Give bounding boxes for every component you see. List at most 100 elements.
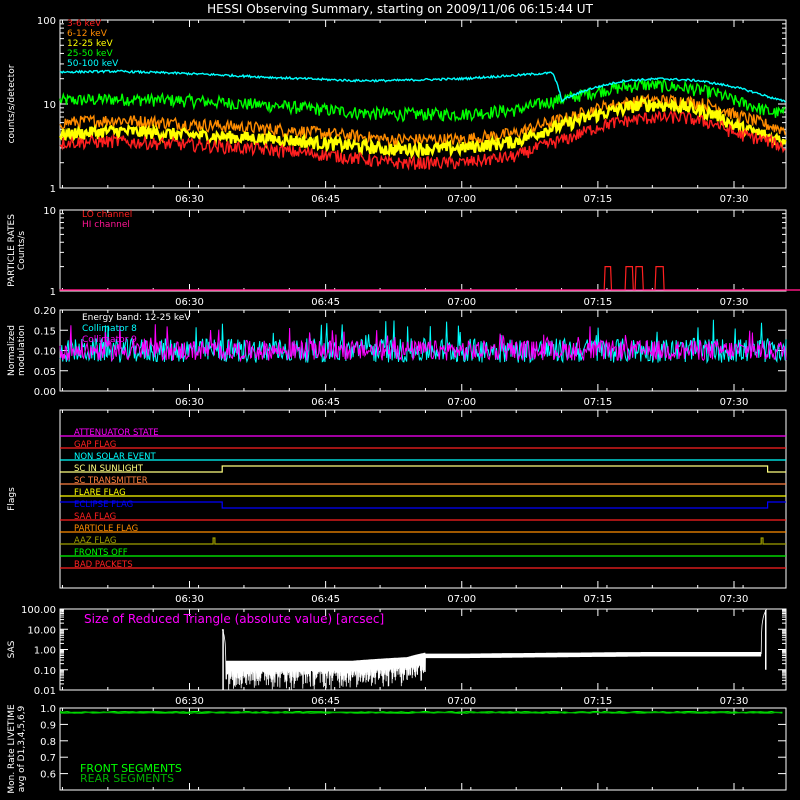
flag-label: FRONTS OFF [74,548,128,558]
x-tick-label: 06:45 [311,696,340,707]
sas-line [221,609,767,691]
y-tick-label: 0.6 [40,770,56,781]
y-tick-label: 1.0 [40,704,56,715]
legend-entry: 25-50 keV [67,49,113,59]
flag-label: FLARE FLAG [74,488,126,498]
y-tick-label: 0.15 [34,326,56,337]
y-tick-label: 0.01 [34,686,56,697]
y-axis-label: SAS [7,640,17,658]
x-tick-label: 07:15 [583,297,612,308]
x-tick-label: 06:45 [311,397,340,408]
y-tick-label: 1 [50,287,56,298]
x-tick-label: 07:15 [583,696,612,707]
y-axis-label: Normalized [7,325,17,376]
x-tick-label: 07:00 [447,594,476,605]
x-tick-label: 06:30 [175,696,204,707]
y-axis-label: Mon. Rate LIVETIME [7,704,17,794]
legend-entry: 50-100 keV [67,59,119,69]
panel-modulation: 06:30 06:45 07:00 07:15 07:30 0.00 0.05 0.10 0.1… [7,306,787,408]
series-line-rear-segments [59,711,783,715]
y-tick-label: 0.7 [40,753,56,764]
y-tick-label: 100 [37,16,56,27]
legend-entry: 12-25 keV [67,39,113,49]
y-tick-label: 1.00 [34,646,56,657]
y-axis-label: Flags [7,487,17,511]
legend-entry: 3-6 keV [67,19,102,29]
legend-entry: LO channel [82,210,132,220]
panel-frame [59,209,787,292]
x-tick-label: 06:30 [175,397,204,408]
y-tick-label: 10 [43,206,56,217]
x-tick-label: 07:15 [583,194,612,205]
x-tick-label: 07:00 [447,696,476,707]
legend-entry: HI channel [82,220,130,230]
y-tick-label: 10 [43,100,56,111]
flag-label: NON SOLAR EVENT [74,452,156,462]
flag-line [60,465,786,473]
x-tick-label: 07:30 [720,297,749,308]
flag-label: SC IN SUNLIGHT [74,464,144,474]
y-axis-label: counts/s/detector [7,64,17,143]
series-line-12-25-kev [58,94,787,160]
legend-entry: Collimator 9 [82,335,137,345]
y-axis-label: PARTICLE RATES [7,214,17,287]
flag-label: SAA FLAG [74,512,116,522]
flag-label: AAZ FLAG [74,536,116,546]
y-tick-label: 0.10 [34,666,56,677]
series-line-50-100-kev [59,69,786,103]
x-tick-label: 07:00 [447,194,476,205]
y-tick-label: 0.9 [40,720,56,731]
y-tick-label: 10.00 [27,625,56,636]
y-tick-label: 0.00 [34,387,56,398]
panel-sas: 06:30 06:45 07:00 07:15 07:30 0.01 0.10 1.00 10.… [7,605,787,707]
x-tick-label: 07:00 [447,397,476,408]
y-tick-label: 0.8 [40,737,56,748]
y-axis-label: avg of D1,3,4,5,6,9 [17,705,27,792]
panel-livetime: 0.6 0.7 0.8 0.9 1.0 Mon. Rate LIVETIME avg of … [7,704,787,794]
x-tick-label: 06:45 [311,194,340,205]
flag-label: PARTICLE FLAG [74,524,138,534]
y-axis-label: modulation [17,325,27,376]
flag-line [60,501,786,509]
legend-entry: Collimator 8 [82,324,137,334]
y-tick-label: 1 [50,184,56,195]
y-tick-label: 100.00 [21,605,56,616]
y-axis-label: Counts/s [17,231,27,270]
flag-label: GAP FLAG [74,440,116,450]
x-tick-label: 07:30 [720,194,749,205]
legend-entry: FRONT SEGMENTS [80,762,182,775]
panel-frame [59,409,787,589]
panel-flags: 06:30 06:45 07:00 07:15 07:30 Flags ATTENUATOR… [7,409,787,605]
chart-title: HESSI Observing Summary, starting on 200… [207,2,593,16]
y-tick-label: 0.10 [34,347,56,358]
flag-label: BAD PACKETS [74,560,133,570]
panel-frame [59,707,787,791]
x-tick-label: 07:00 [447,297,476,308]
panel-particle-rates: 06:30 06:45 07:00 07:15 07:30 1 10 PARTICLE RAT… [7,206,800,308]
x-tick-label: 07:30 [720,397,749,408]
x-tick-label: 06:30 [175,194,204,205]
x-tick-label: 07:30 [720,696,749,707]
flag-line [60,537,786,545]
x-tick-label: 07:15 [583,397,612,408]
x-tick-label: 07:30 [720,594,749,605]
series-line-collimator-9 [59,324,787,363]
x-tick-label: 06:45 [311,297,340,308]
panel-annotation: Energy band: 12-25 keV [82,313,191,323]
flag-label: ECLIPSE FLAG [74,500,133,510]
flag-label: SC TRANSMITTER [74,476,148,486]
panels: 06:30 06:45 07:00 07:15 07:30 1 10 100 counts/s/… [7,16,800,794]
y-tick-label: 0.05 [34,367,56,378]
panel-annotation: Size of Reduced Triangle (absolute value… [84,612,384,626]
legend-entry: REAR SEGMENTS [80,772,174,785]
y-tick-label: 0.20 [34,306,56,317]
x-tick-label: 06:30 [175,297,204,308]
x-tick-label: 06:30 [175,594,204,605]
legend-entry: 6-12 keV [67,29,108,39]
x-tick-label: 06:45 [311,594,340,605]
panel-count-rates: 06:30 06:45 07:00 07:15 07:30 1 10 100 counts/s/… [7,16,787,205]
flag-label: ATTENUATOR STATE [74,428,159,438]
x-tick-label: 07:15 [583,594,612,605]
series-line-3-6-kev [59,109,786,171]
